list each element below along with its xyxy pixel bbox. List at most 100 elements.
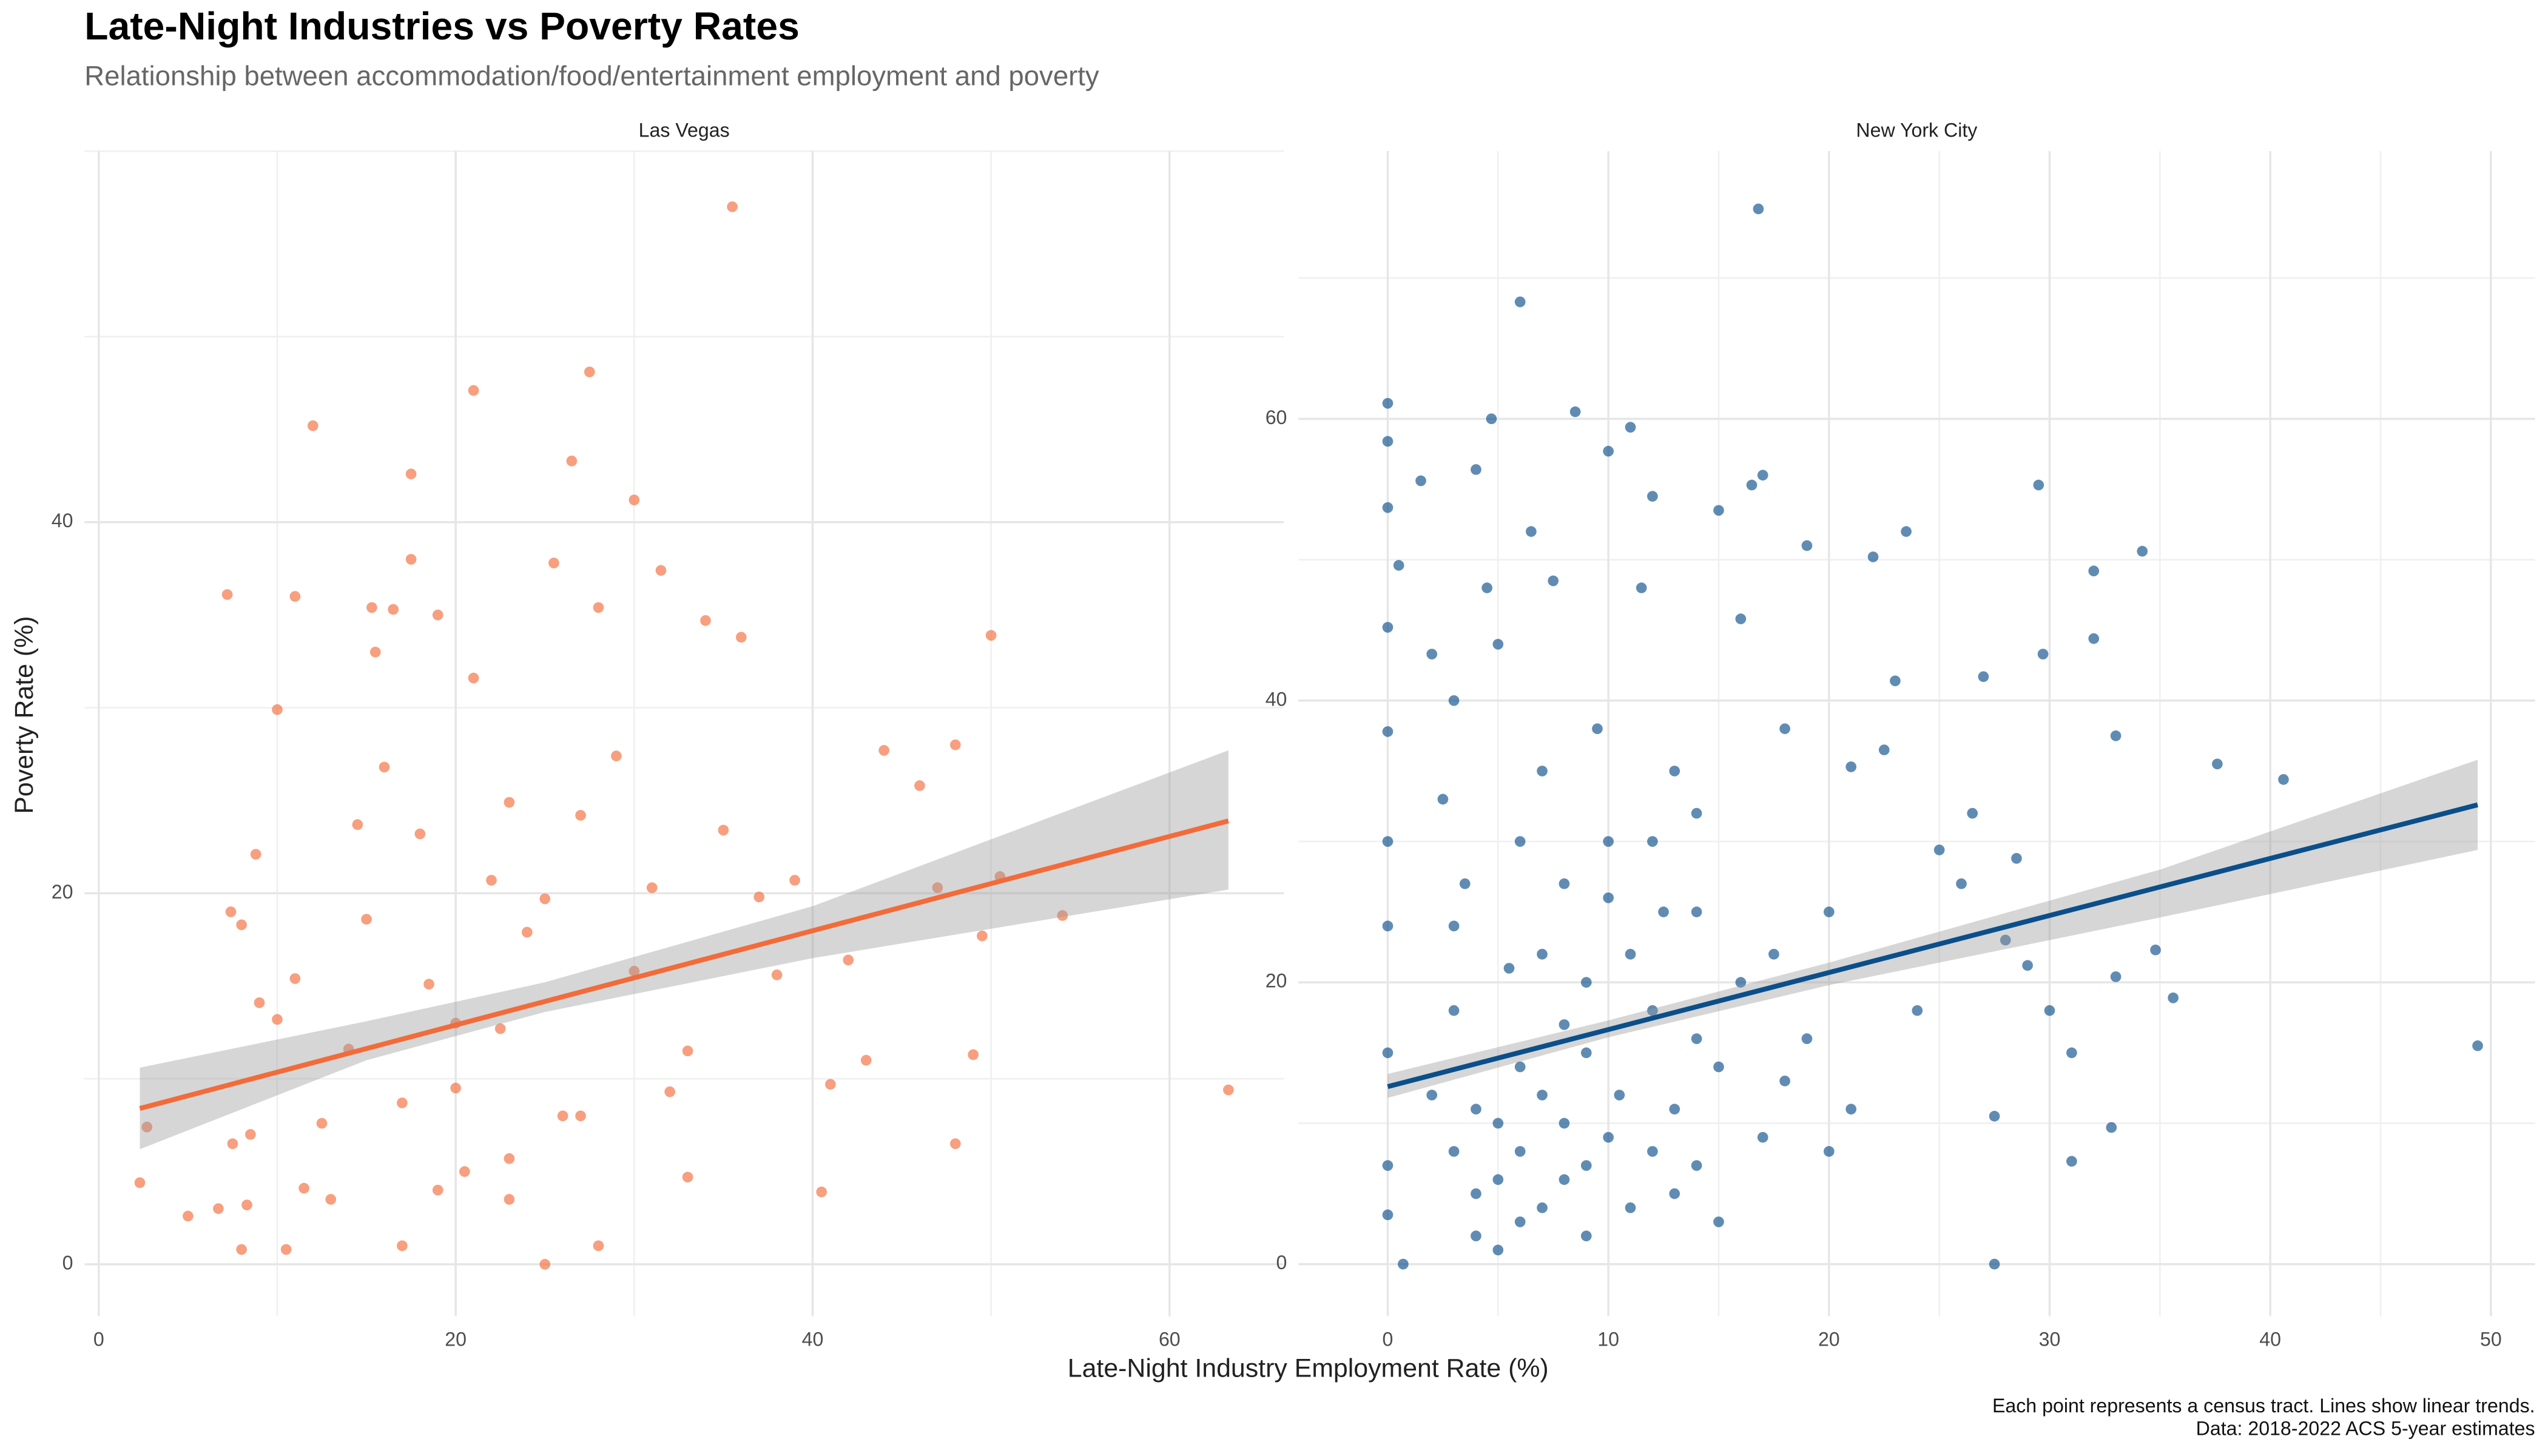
point <box>388 604 399 615</box>
point <box>1448 695 1460 706</box>
point <box>825 1079 836 1090</box>
point <box>1580 977 1592 988</box>
point <box>1845 761 1857 772</box>
point <box>1647 836 1658 847</box>
point <box>1989 1258 2000 1270</box>
point <box>1801 540 1813 551</box>
y-tick-label: 40 <box>1266 688 1287 710</box>
point <box>985 630 997 641</box>
point <box>949 739 961 750</box>
point <box>629 965 640 977</box>
point <box>584 366 595 377</box>
point <box>1492 1244 1504 1256</box>
point <box>2037 649 2049 660</box>
trend-line <box>139 818 1229 1111</box>
point <box>1691 906 1702 917</box>
x-tick-label: 40 <box>802 1328 824 1350</box>
point <box>1669 766 1680 777</box>
point <box>2044 1005 2055 1016</box>
x-tick-label: 0 <box>93 1328 104 1350</box>
point <box>1603 836 1614 847</box>
point <box>1492 1174 1504 1185</box>
y-tick-label: 40 <box>52 510 73 531</box>
point <box>1382 436 1394 447</box>
point <box>735 632 747 643</box>
point <box>2110 971 2122 982</box>
point <box>1768 948 1779 960</box>
point <box>1801 1033 1813 1044</box>
point <box>932 882 943 894</box>
point <box>2150 945 2161 956</box>
point <box>183 1210 194 1222</box>
point <box>236 919 247 931</box>
point <box>548 558 559 568</box>
point <box>2033 479 2044 491</box>
point <box>1471 464 1481 475</box>
point <box>682 1045 693 1057</box>
point <box>1713 1061 1724 1073</box>
point <box>1471 1230 1481 1242</box>
point <box>1223 1084 1234 1096</box>
point <box>557 1110 568 1122</box>
point <box>1398 1258 1409 1270</box>
point <box>250 849 261 860</box>
y-axis-title: Poverty Rate (%) <box>10 616 39 814</box>
point <box>504 797 515 808</box>
point <box>1713 1216 1724 1227</box>
point <box>1890 675 1901 687</box>
point <box>1658 906 1669 917</box>
point <box>2110 730 2122 741</box>
point <box>1503 963 1515 974</box>
point <box>1382 397 1394 409</box>
point <box>325 1194 337 1205</box>
point <box>1514 296 1526 308</box>
point <box>1481 582 1492 593</box>
x-tick-label: 60 <box>1159 1328 1181 1350</box>
point <box>914 780 925 791</box>
point <box>1746 479 1758 491</box>
point <box>843 954 854 966</box>
y-tick-label: 20 <box>52 881 73 903</box>
point <box>459 1166 470 1177</box>
x-tick-label: 10 <box>1597 1328 1619 1350</box>
point <box>1415 475 1426 487</box>
point <box>1559 1174 1570 1185</box>
point <box>1426 1090 1438 1100</box>
y-tick-label: 60 <box>1266 406 1287 428</box>
point <box>1382 726 1394 737</box>
point <box>700 615 711 626</box>
point <box>968 1049 979 1060</box>
point <box>2011 853 2022 864</box>
point <box>593 602 604 613</box>
point <box>2212 758 2223 770</box>
point <box>1492 639 1504 650</box>
point <box>280 1244 292 1255</box>
point <box>2278 774 2289 785</box>
point <box>379 761 390 773</box>
point <box>521 926 533 938</box>
point <box>949 1138 961 1150</box>
confidence-band <box>140 750 1228 1150</box>
point <box>1486 413 1497 425</box>
point <box>1448 920 1460 932</box>
point <box>1382 1160 1394 1171</box>
point <box>1382 1209 1394 1221</box>
point <box>450 1082 461 1094</box>
caption: Each point represents a census tract. Li… <box>1992 1395 2535 1417</box>
point <box>2137 545 2148 557</box>
point <box>727 201 738 212</box>
point <box>1779 723 1790 735</box>
point <box>1603 1131 1614 1143</box>
point <box>2022 960 2033 971</box>
point <box>1426 649 1438 660</box>
point <box>504 1194 515 1205</box>
point <box>1989 1111 2000 1122</box>
point <box>629 494 640 505</box>
point <box>977 930 988 942</box>
point <box>361 914 372 925</box>
point <box>221 589 233 600</box>
point <box>593 1240 604 1252</box>
point <box>1845 1104 1857 1115</box>
y-tick-label: 20 <box>1266 970 1287 992</box>
point <box>1382 1047 1394 1059</box>
